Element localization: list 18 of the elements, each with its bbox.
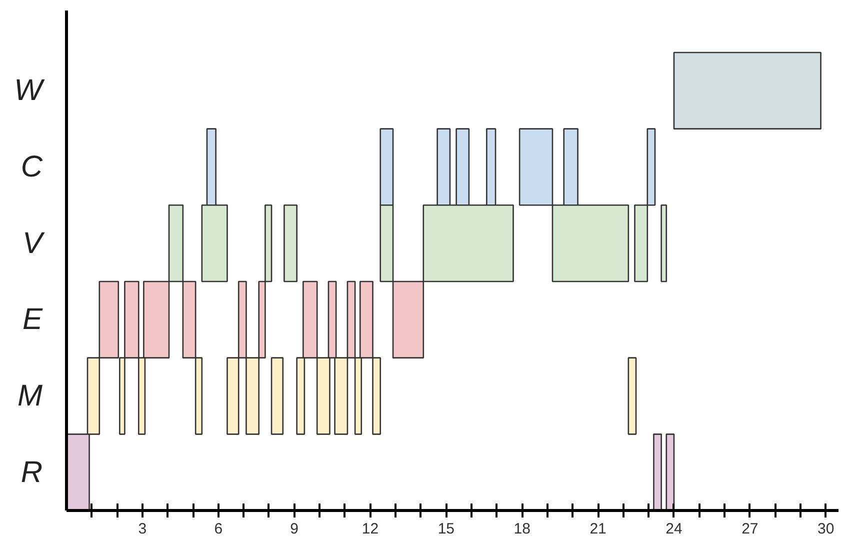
y-tick-label: E [22,303,44,336]
x-tick-label: 3 [138,520,147,538]
x-tick-label: 24 [666,520,682,538]
x-tick-label: 9 [290,520,298,538]
bar [673,52,822,130]
y-tick-label: R [20,456,43,489]
x-tick-label: 6 [214,520,223,538]
x-tick-label: 21 [590,520,606,538]
x-tick-label: 18 [514,520,530,538]
x-tick-label: 12 [362,520,379,538]
y-tick-label: C [20,150,43,184]
x-tick-label: 27 [742,520,758,538]
y-tick-label: W [14,74,46,108]
x-tick-label: 30 [818,520,834,538]
bar [628,357,637,435]
y-tick-label: M [18,379,43,412]
y-tick-label: V [22,226,46,260]
x-tick-label: 15 [438,520,455,538]
